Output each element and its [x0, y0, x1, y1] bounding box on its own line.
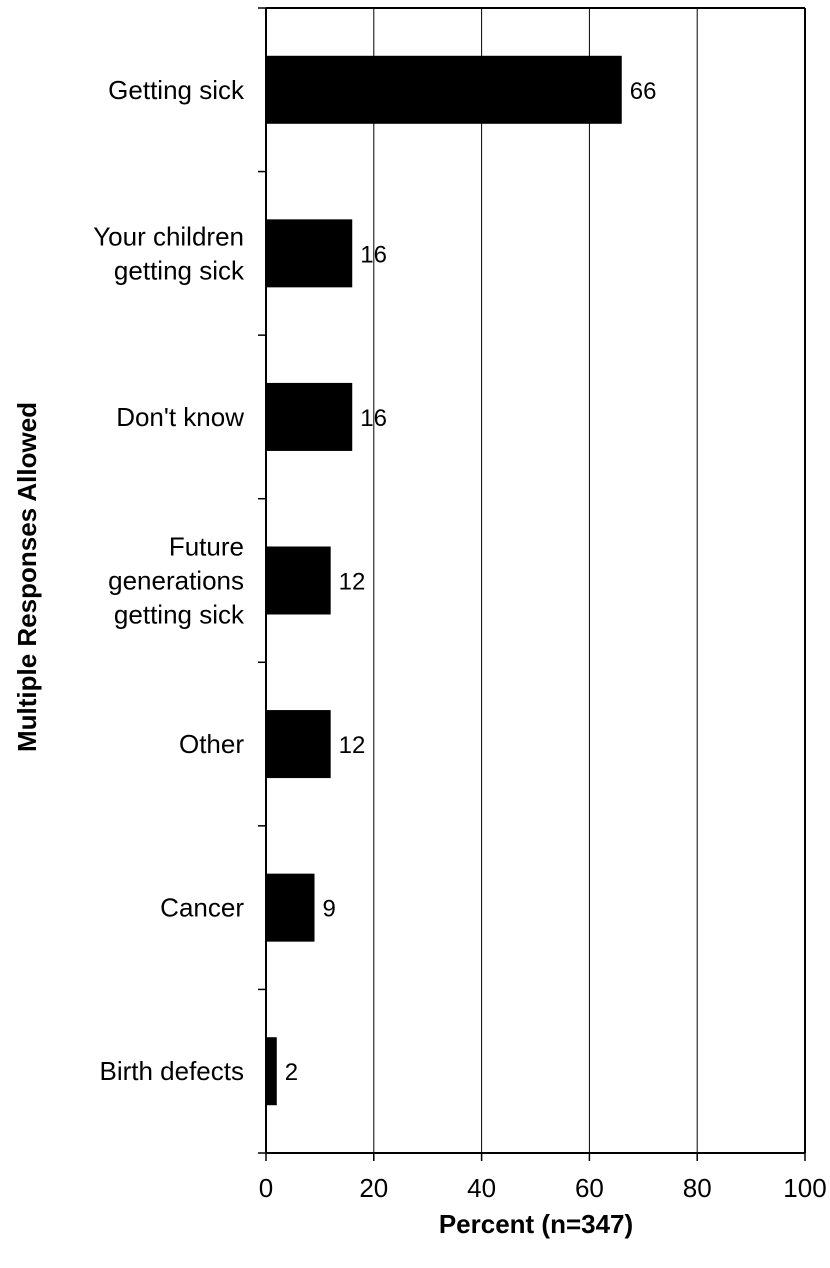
category-label-6: Birth defects [99, 1056, 244, 1086]
category-label-2: Don't know [116, 402, 244, 432]
x-tick-label-80: 80 [683, 1173, 712, 1203]
category-label-line: Your children [93, 221, 244, 251]
y-axis-title: Multiple Responses Allowed [12, 402, 42, 752]
category-label-line: Other [179, 729, 244, 759]
bar-0 [266, 55, 622, 124]
category-label-line: generations [108, 566, 244, 596]
category-label-4: Other [179, 729, 244, 759]
x-tick-label-0: 0 [259, 1173, 273, 1203]
x-tick-label-100: 100 [783, 1173, 826, 1203]
x-tick-label-40: 40 [467, 1173, 496, 1203]
bar-5 [266, 873, 315, 942]
value-label-4: 12 [339, 732, 366, 759]
category-label-line: getting sick [114, 255, 245, 285]
labels-layer: 0 20 40 60 80 100 66 Getting sick 16 Your childre… [93, 75, 827, 1203]
value-label-6: 2 [285, 1059, 298, 1086]
category-label-0: Getting sick [108, 75, 245, 105]
category-label-3: Future generations getting sick [108, 532, 245, 630]
category-label-1: Your children getting sick [93, 221, 245, 285]
category-label-line: Cancer [160, 893, 244, 923]
bar-4 [266, 710, 331, 779]
x-tick-label-60: 60 [575, 1173, 604, 1203]
category-label-line: Future [169, 532, 244, 562]
bar-3 [266, 546, 331, 615]
bar-2 [266, 382, 353, 451]
grid-layer [373, 8, 806, 1153]
value-label-2: 16 [360, 405, 387, 432]
x-axis-title: Percent (n=347) [439, 1209, 633, 1239]
value-label-5: 9 [323, 896, 336, 923]
value-label-3: 12 [339, 569, 366, 596]
category-label-line: Getting sick [108, 75, 245, 105]
value-label-0: 66 [630, 78, 657, 105]
x-tick-label-20: 20 [359, 1173, 388, 1203]
category-label-line: getting sick [114, 600, 245, 630]
category-label-line: Birth defects [99, 1056, 244, 1086]
axes-layer [258, 7, 806, 1161]
bar-1 [266, 219, 353, 288]
value-label-1: 16 [360, 241, 387, 268]
bars-layer [266, 55, 622, 1106]
category-label-5: Cancer [160, 893, 244, 923]
category-label-line: Don't know [116, 402, 244, 432]
bar-6 [266, 1037, 277, 1106]
